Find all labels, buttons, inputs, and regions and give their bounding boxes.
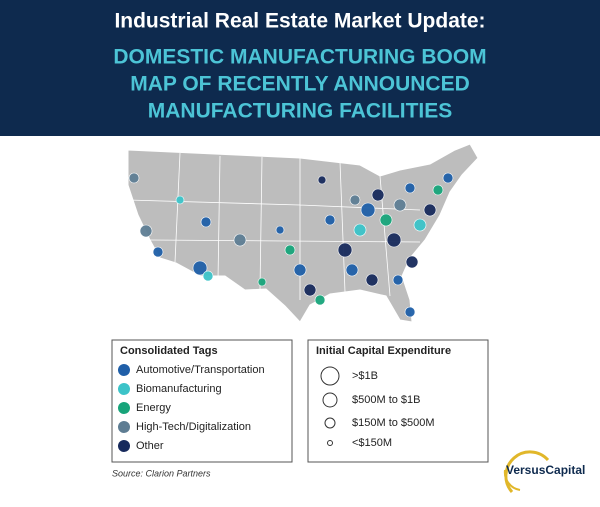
legend-label: $150M to $500M (352, 417, 435, 429)
logo: VersusCapital (503, 450, 585, 493)
legend-swatch (118, 402, 130, 414)
legend-swatch (118, 364, 130, 376)
legend-capital-box (307, 339, 489, 463)
size-key (327, 440, 333, 446)
size-key (322, 392, 338, 408)
legend-title: Consolidated Tags (120, 345, 218, 357)
legend-swatch (118, 440, 130, 452)
title: Industrial Real Estate Market Update: (114, 10, 485, 33)
legend-label: High-Tech/Digitalization (136, 421, 251, 433)
legend-label: Biomanufacturing (136, 383, 222, 395)
legend-swatch (118, 383, 130, 395)
logo-text: VersusCapital (506, 463, 585, 477)
subtitle-line: MAP OF RECENTLY ANNOUNCED (130, 73, 470, 96)
legend-label: $500M to $1B (352, 394, 421, 406)
source: Source: Clarion Partners (112, 468, 211, 478)
legend-label: Energy (136, 402, 171, 414)
legend-label: Automotive/Transportation (136, 364, 265, 376)
size-key (324, 417, 336, 429)
size-key (320, 366, 340, 386)
legend-label: <$150M (352, 437, 392, 449)
header-band (0, 0, 600, 136)
us-map (127, 143, 479, 323)
subtitle-line: MANUFACTURING FACILITIES (148, 100, 453, 123)
subtitle-line: DOMESTIC MANUFACTURING BOOM (113, 46, 486, 69)
legend-label: >$1B (352, 370, 378, 382)
legend-swatch (118, 421, 130, 433)
legend-tags-box (111, 339, 293, 463)
legend-title: Initial Capital Expenditure (316, 345, 451, 357)
legend-label: Other (136, 440, 164, 452)
